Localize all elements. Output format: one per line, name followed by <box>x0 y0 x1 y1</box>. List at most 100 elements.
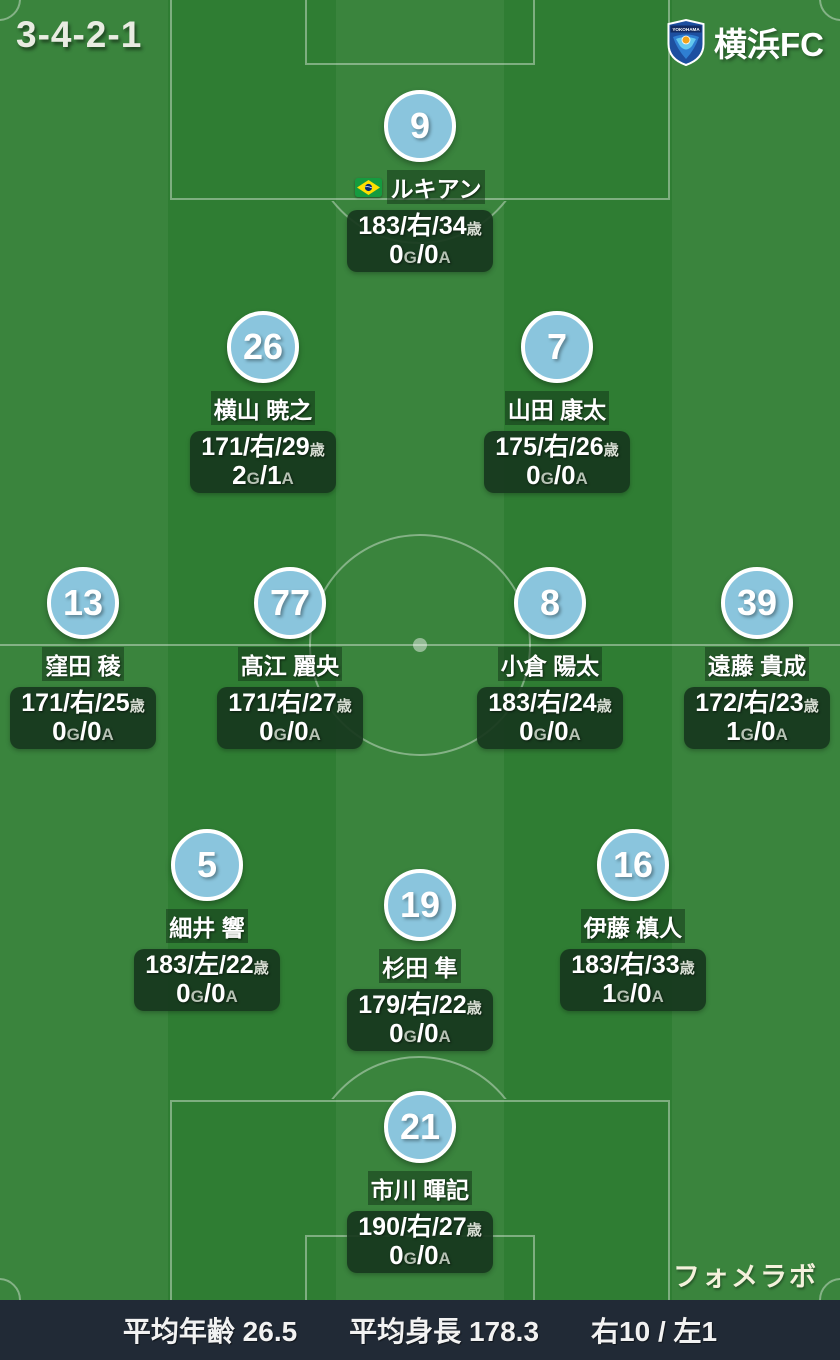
player-name: ルキアン <box>387 170 485 204</box>
player-number: 8 <box>539 582 561 623</box>
player-number: 26 <box>242 326 284 367</box>
player-name: 市川 暉記 <box>367 1171 473 1205</box>
player-stats-line: 0G/0A <box>526 459 588 490</box>
goal-area-top <box>305 0 535 65</box>
player-number: 19 <box>399 884 441 925</box>
player-info-box: 190/右/27歳 0G/0A <box>347 1211 493 1273</box>
player-name-row: 伊藤 槙人 <box>580 909 686 943</box>
player-bio-line: 171/右/27歳 <box>228 689 352 717</box>
player-stats-line: 0G/0A <box>389 238 451 269</box>
player-info-box: 171/右/29歳 2G/1A <box>190 431 336 493</box>
player-name: 杉田 隼 <box>379 949 461 983</box>
player-name: 小倉 陽太 <box>497 647 603 681</box>
center-spot <box>413 638 427 652</box>
player-name: 山田 康太 <box>504 391 610 425</box>
player-card[interactable]: 8 小倉 陽太 183/右/24歳 0G/0A <box>450 567 650 749</box>
player-bio-line: 175/右/26歳 <box>495 433 619 461</box>
player-name-row: 細井 響 <box>166 909 248 943</box>
watermark: フォメラボ <box>673 1262 818 1292</box>
player-stats-line: 0G/0A <box>176 977 238 1008</box>
player-bio-line: 171/右/29歳 <box>201 433 325 461</box>
player-name: 窪田 稜 <box>42 647 124 681</box>
player-name-row: 遠藤 貴成 <box>704 647 810 681</box>
player-info-box: 183/右/24歳 0G/0A <box>477 687 623 749</box>
player-info-box: 172/右/23歳 1G/0A <box>684 687 830 749</box>
player-info-box: 171/右/27歳 0G/0A <box>217 687 363 749</box>
player-info-box: 175/右/26歳 0G/0A <box>484 431 630 493</box>
player-name: 伊藤 槙人 <box>580 909 686 943</box>
player-bio-line: 183/右/24歳 <box>488 689 612 717</box>
player-stats-line: 2G/1A <box>232 459 294 490</box>
player-name-row: 横山 暁之 <box>210 391 316 425</box>
player-bio-line: 183/右/33歳 <box>571 951 695 979</box>
player-number-badge: 21 <box>384 1091 456 1163</box>
player-name: 髙江 麗央 <box>237 647 343 681</box>
player-stats-line: 0G/0A <box>389 1017 451 1048</box>
player-info-box: 183/右/34歳 0G/0A <box>347 210 493 272</box>
player-stats-line: 0G/0A <box>389 1239 451 1270</box>
player-number: 21 <box>399 1106 441 1147</box>
player-number-badge: 77 <box>254 567 326 639</box>
player-card[interactable]: 19 杉田 隼 179/右/22歳 0G/0A <box>320 869 520 1051</box>
average-height: 平均身長 178.3 <box>349 1316 540 1347</box>
player-bio-line: 171/右/25歳 <box>21 689 145 717</box>
player-card[interactable]: 21 市川 暉記 190/右/27歳 0G/0A <box>320 1091 520 1273</box>
player-name-row: 市川 暉記 <box>367 1171 473 1205</box>
player-number-badge: 8 <box>514 567 586 639</box>
player-number-badge: 16 <box>597 829 669 901</box>
player-card[interactable]: 7 山田 康太 175/右/26歳 0G/0A <box>457 311 657 493</box>
formation-label: 3-4-2-1 <box>16 14 143 55</box>
player-bio-line: 183/右/34歳 <box>358 212 482 240</box>
player-number-badge: 13 <box>47 567 119 639</box>
player-name: 横山 暁之 <box>210 391 316 425</box>
player-name-row: 窪田 稜 <box>42 647 124 681</box>
player-info-box: 179/右/22歳 0G/0A <box>347 989 493 1051</box>
corner-arc-bottom-left <box>0 1278 21 1300</box>
player-number: 9 <box>409 105 431 146</box>
player-number-badge: 9 <box>384 90 456 162</box>
player-name-row: 杉田 隼 <box>379 949 461 983</box>
svg-text:YOKOHAMA: YOKOHAMA <box>672 27 700 32</box>
player-card[interactable]: 9 ルキアン 183/右/34歳 0G/0A <box>320 90 520 272</box>
player-number-badge: 7 <box>521 311 593 383</box>
player-number: 13 <box>62 582 104 623</box>
player-bio-line: 179/右/22歳 <box>358 991 482 1019</box>
player-name: 遠藤 貴成 <box>704 647 810 681</box>
brazil-flag-icon <box>355 177 383 197</box>
team-name: 横浜FC <box>714 26 824 63</box>
penalty-box-top <box>170 0 670 200</box>
player-name-row: 山田 康太 <box>504 391 610 425</box>
player-number: 77 <box>269 582 311 623</box>
team-header: YOKOHAMA 横浜FC <box>666 18 824 66</box>
player-card[interactable]: 5 細井 響 183/左/22歳 0G/0A <box>107 829 307 1011</box>
player-stats-line: 1G/0A <box>726 715 788 746</box>
player-card[interactable]: 26 横山 暁之 171/右/29歳 2G/1A <box>163 311 363 493</box>
player-number-badge: 26 <box>227 311 299 383</box>
player-card[interactable]: 39 遠藤 貴成 172/右/23歳 1G/0A <box>657 567 840 749</box>
player-name-row: ルキアン <box>355 170 485 204</box>
penalty-arc-bottom <box>308 1055 532 1099</box>
player-bio-line: 190/右/27歳 <box>358 1213 482 1241</box>
pitch: 3-4-2-1 YOKOHAMA 横浜FC フォメラボ 9 ルキアン <box>0 0 840 1300</box>
player-number-badge: 19 <box>384 869 456 941</box>
player-info-box: 171/右/25歳 0G/0A <box>10 687 156 749</box>
center-circle <box>309 534 531 756</box>
player-info-box: 183/左/22歳 0G/0A <box>134 949 280 1011</box>
foot-split: 右10 / 左1 <box>591 1316 718 1347</box>
player-number: 39 <box>736 582 778 623</box>
player-number: 7 <box>546 326 568 367</box>
player-card[interactable]: 16 伊藤 槙人 183/右/33歳 1G/0A <box>533 829 733 1011</box>
player-name-row: 髙江 麗央 <box>237 647 343 681</box>
player-info-box: 183/右/33歳 1G/0A <box>560 949 706 1011</box>
player-card[interactable]: 77 髙江 麗央 171/右/27歳 0G/0A <box>190 567 390 749</box>
average-age: 平均年齢 26.5 <box>122 1316 298 1347</box>
player-card[interactable]: 13 窪田 稜 171/右/25歳 0G/0A <box>0 567 183 749</box>
player-stats-line: 1G/0A <box>602 977 664 1008</box>
corner-arc-bottom-right <box>819 1278 840 1300</box>
player-bio-line: 172/右/23歳 <box>695 689 819 717</box>
player-stats-line: 0G/0A <box>519 715 581 746</box>
player-number-badge: 39 <box>721 567 793 639</box>
player-name: 細井 響 <box>166 909 248 943</box>
team-crest-icon: YOKOHAMA <box>667 18 705 66</box>
player-name-row: 小倉 陽太 <box>497 647 603 681</box>
